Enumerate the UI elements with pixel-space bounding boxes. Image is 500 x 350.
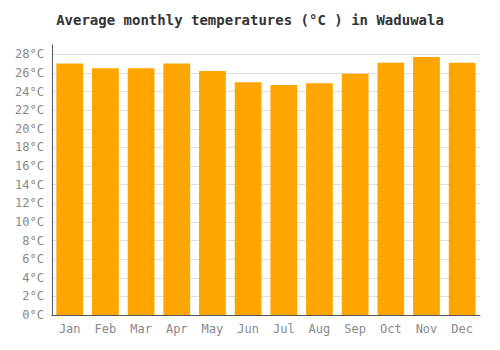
svg-text:8°C: 8°C <box>22 234 44 248</box>
svg-text:2°C: 2°C <box>22 289 44 303</box>
svg-text:Jun: Jun <box>237 322 259 336</box>
svg-text:Dec: Dec <box>451 322 473 336</box>
svg-text:May: May <box>202 322 224 336</box>
svg-text:28°C: 28°C <box>15 47 44 61</box>
svg-text:14°C: 14°C <box>15 178 44 192</box>
svg-text:Aug: Aug <box>309 322 331 336</box>
svg-text:Jul: Jul <box>273 322 295 336</box>
svg-text:Oct: Oct <box>380 322 402 336</box>
svg-text:22°C: 22°C <box>15 103 44 117</box>
svg-text:4°C: 4°C <box>22 271 44 285</box>
svg-text:Jan: Jan <box>59 322 81 336</box>
svg-text:Sep: Sep <box>344 322 366 336</box>
svg-text:12°C: 12°C <box>15 196 44 210</box>
svg-text:20°C: 20°C <box>15 122 44 136</box>
svg-text:16°C: 16°C <box>15 159 44 173</box>
svg-text:6°C: 6°C <box>22 252 44 266</box>
svg-text:26°C: 26°C <box>15 66 44 80</box>
svg-text:24°C: 24°C <box>15 85 44 99</box>
svg-text:Nov: Nov <box>416 322 438 336</box>
svg-text:Apr: Apr <box>166 322 188 336</box>
svg-text:Mar: Mar <box>130 322 152 336</box>
svg-text:Average monthly temperatures (: Average monthly temperatures (°C ) in Wa… <box>56 12 444 28</box>
svg-text:18°C: 18°C <box>15 140 44 154</box>
svg-text:Feb: Feb <box>95 322 117 336</box>
svg-text:0°C: 0°C <box>22 308 44 322</box>
svg-text:10°C: 10°C <box>15 215 44 229</box>
